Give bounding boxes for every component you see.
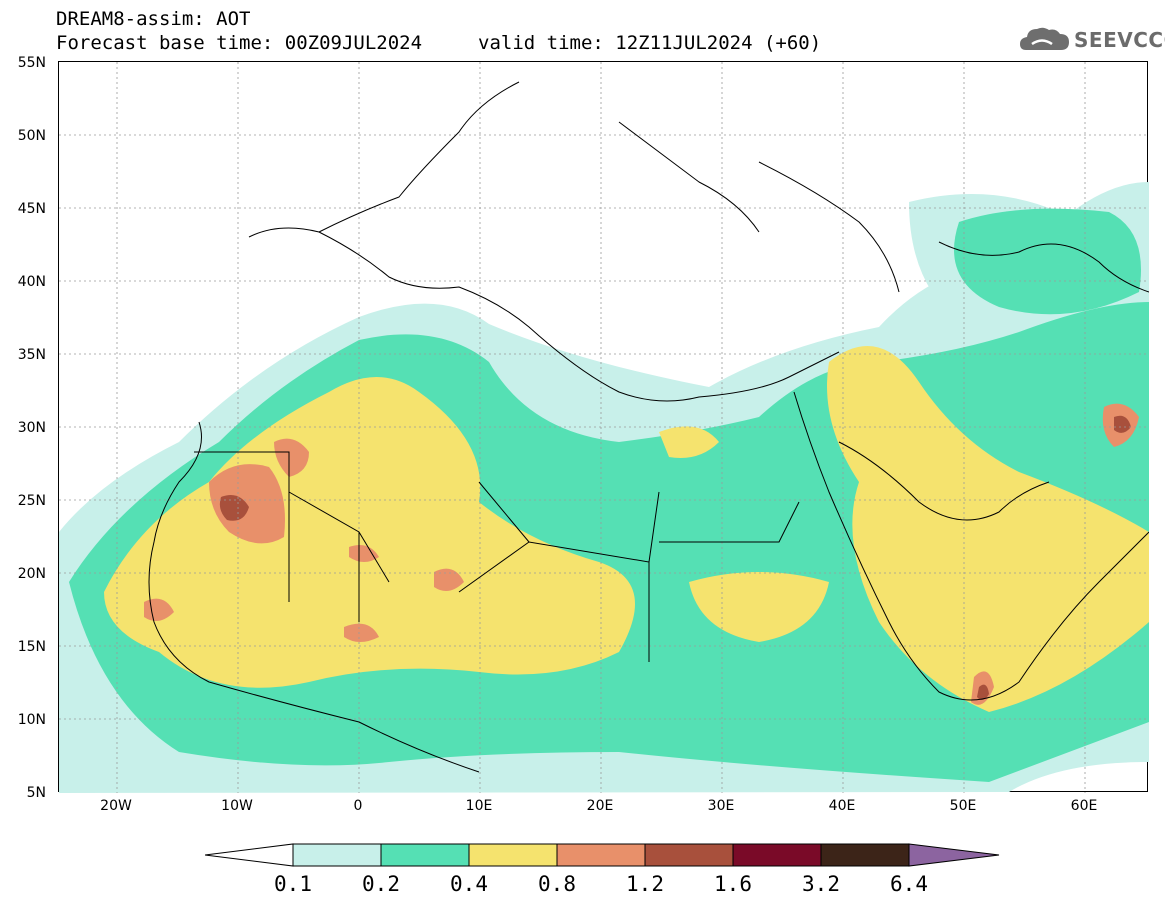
lat-label: 40N bbox=[17, 274, 46, 290]
colorbar-swatch bbox=[380, 843, 470, 867]
lon-label: 0 bbox=[353, 798, 363, 814]
colorbar bbox=[205, 843, 1000, 867]
aot-band-1.2 bbox=[219, 494, 249, 521]
lat-label: 35N bbox=[17, 347, 46, 363]
colorbar-label: 1.6 bbox=[714, 872, 752, 896]
colorbar-low-arrow bbox=[205, 843, 294, 867]
lat-label: 10N bbox=[17, 712, 46, 728]
lon-label: 30E bbox=[707, 798, 735, 814]
colorbar-label: 0.8 bbox=[538, 872, 576, 896]
lat-label: 20N bbox=[17, 566, 46, 582]
colorbar-label: 0.1 bbox=[274, 872, 312, 896]
lat-label: 5N bbox=[26, 785, 46, 801]
forecast-base-time: Forecast base time: 00Z09JUL2024 bbox=[56, 32, 423, 54]
colorbar-label: 3.2 bbox=[802, 872, 840, 896]
colorbar-swatch bbox=[556, 843, 646, 867]
map-area bbox=[58, 61, 1149, 793]
colorbar-label: 0.2 bbox=[362, 872, 400, 896]
map-title: DREAM8-assim: AOT bbox=[56, 8, 251, 30]
lat-label: 30N bbox=[17, 420, 46, 436]
lon-label: 20E bbox=[586, 798, 614, 814]
lon-label: 10W bbox=[221, 798, 253, 814]
colorbar-swatch bbox=[468, 843, 558, 867]
colorbar-swatch bbox=[732, 843, 822, 867]
cloud-icon bbox=[1020, 27, 1069, 50]
colorbar-label: 1.2 bbox=[626, 872, 664, 896]
colorbar-label: 0.4 bbox=[450, 872, 488, 896]
logo-text: SEEVCCC bbox=[1074, 28, 1165, 52]
valid-time: valid time: 12Z11JUL2024 (+60) bbox=[478, 32, 822, 54]
colorbar-swatch bbox=[820, 843, 910, 867]
lat-label: 25N bbox=[17, 493, 46, 509]
colorbar-high-arrow bbox=[908, 843, 1000, 867]
colorbar-swatch bbox=[644, 843, 734, 867]
aot-field bbox=[59, 62, 1149, 793]
lat-label: 15N bbox=[17, 639, 46, 655]
lat-label: 45N bbox=[17, 201, 46, 217]
seevccc-logo: SEEVCCC bbox=[1018, 22, 1165, 58]
lon-label: 20W bbox=[100, 798, 132, 814]
coastline bbox=[248, 227, 840, 402]
lon-label: 50E bbox=[949, 798, 977, 814]
aot-band-0.8 bbox=[209, 464, 285, 544]
aot-band-0.4 bbox=[104, 377, 635, 688]
colorbar-swatch bbox=[292, 843, 382, 867]
lon-label: 40E bbox=[828, 798, 856, 814]
lat-label: 50N bbox=[17, 128, 46, 144]
lon-label: 10E bbox=[465, 798, 493, 814]
colorbar-label: 6.4 bbox=[890, 872, 928, 896]
lat-label: 55N bbox=[17, 55, 46, 71]
lon-label: 60E bbox=[1070, 798, 1098, 814]
